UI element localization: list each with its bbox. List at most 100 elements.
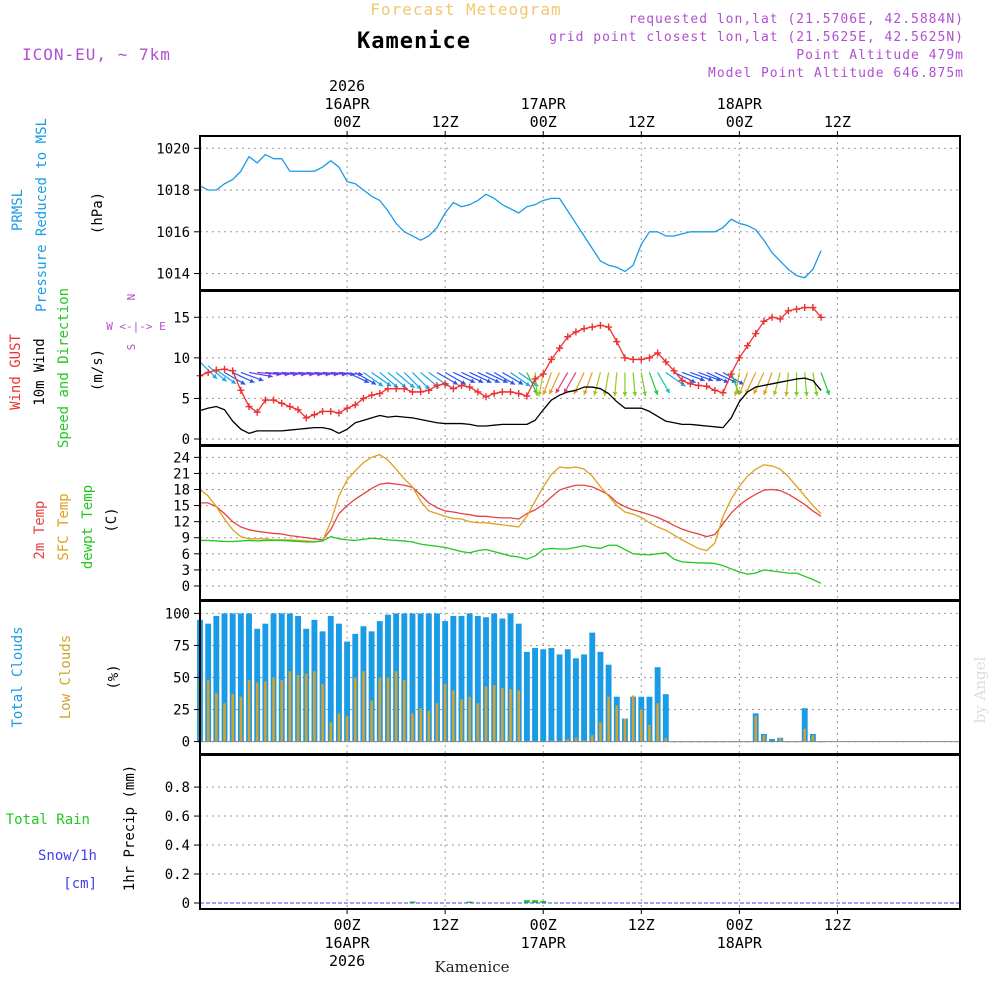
wind-vector-head	[622, 392, 628, 397]
wind-vector-head	[563, 388, 569, 394]
wind-vector-head	[409, 383, 415, 388]
gust-marker	[768, 313, 776, 321]
gust-marker	[596, 321, 604, 329]
low-cloud-bar	[419, 708, 422, 742]
gust-marker	[319, 407, 327, 415]
gust-marker	[384, 385, 392, 393]
low-cloud-bar	[329, 722, 333, 742]
time-label-bottom: 17APR	[521, 934, 567, 952]
y-tick-label: 50	[173, 671, 190, 687]
gust-marker	[572, 328, 580, 336]
gust-marker	[237, 386, 245, 394]
total-cloud-bar	[769, 739, 775, 742]
low-cloud-bar	[476, 703, 480, 742]
total-cloud-bar	[442, 621, 449, 742]
watermark: by Angel	[971, 656, 989, 723]
gust-marker	[498, 388, 506, 396]
total-cloud-bar	[213, 615, 220, 742]
wind-vector-head	[534, 391, 540, 397]
low-cloud-bar	[615, 705, 619, 742]
low-cloud-bar	[566, 739, 570, 742]
total-cloud-bar	[499, 618, 506, 742]
low-cloud-bar	[353, 677, 357, 742]
gust-marker	[449, 385, 457, 393]
gust-marker	[212, 366, 220, 374]
low-cloud-bar	[664, 737, 668, 742]
wind-vector-head	[772, 390, 778, 396]
gust-marker	[556, 344, 564, 352]
gust-marker	[359, 394, 367, 402]
wind-vector-head	[509, 380, 515, 385]
low-cloud-bar	[762, 735, 766, 742]
low-cloud-bar	[313, 671, 316, 742]
p1-label-unit: (hPa)	[90, 192, 106, 234]
y-tick-label: 6	[182, 547, 190, 563]
gust-marker	[458, 381, 466, 389]
wind-vector-head	[699, 376, 705, 382]
wind-vector-head	[690, 378, 696, 383]
gust-marker	[466, 383, 474, 391]
total-cloud-bar	[278, 613, 285, 742]
total-cloud-bar	[597, 651, 604, 742]
low-cloud-bar	[239, 696, 243, 742]
gust-marker	[817, 313, 825, 321]
gust-marker	[433, 381, 441, 389]
point-altitude: Point Altitude 479m	[796, 48, 964, 63]
wind-vector-head	[813, 391, 819, 397]
time-label-bottom: 16APR	[325, 934, 371, 952]
low-cloud-bar	[778, 737, 782, 742]
gust-marker	[645, 354, 653, 362]
low-cloud-bar	[509, 689, 512, 742]
total-cloud-bar	[327, 615, 334, 742]
gust-marker	[507, 388, 515, 396]
time-label-bottom: 12Z	[432, 916, 459, 934]
low-cloud-bar	[206, 680, 210, 742]
gust-marker	[686, 380, 694, 388]
wind-vector-head	[240, 380, 246, 385]
low-cloud-bar	[492, 685, 496, 742]
p1-label-prmsl: PRMSL	[10, 189, 26, 231]
gust-marker	[539, 370, 547, 378]
gust-marker	[368, 391, 376, 399]
compass-we: W <-|-> E	[106, 320, 166, 333]
total-cloud-bar	[344, 641, 351, 742]
wind-vector-head	[804, 391, 809, 397]
p3-label-2m: 2m Temp	[32, 500, 48, 559]
wind-vector-head	[378, 381, 384, 387]
wind-vector-head	[680, 381, 686, 387]
low-cloud-bar	[639, 709, 643, 742]
total-cloud-bar	[491, 613, 498, 742]
low-cloud-bar	[378, 677, 382, 742]
wind-vector-head	[221, 376, 227, 382]
total-cloud-bar	[221, 613, 228, 742]
total-cloud-bar	[409, 613, 416, 742]
y-tick-label: 24	[173, 450, 190, 466]
total-cloud-bar	[229, 613, 236, 742]
wind-vector-head	[593, 390, 598, 396]
p3-label-unit: (C)	[104, 507, 120, 532]
model-label: ICON-EU, ~ 7km	[22, 45, 171, 64]
y-tick-label: 5	[182, 391, 190, 407]
total-cloud-bar	[572, 658, 579, 742]
time-label-bottom: 00Z	[530, 916, 557, 934]
gust-marker	[637, 355, 645, 363]
gust-marker	[376, 390, 384, 398]
low-cloud-bar	[402, 680, 406, 742]
low-cloud-bar	[501, 687, 504, 742]
wind-vector-head	[518, 380, 524, 385]
low-cloud-bar	[803, 728, 807, 742]
low-cloud-bar	[411, 713, 414, 742]
gust-marker	[629, 355, 637, 363]
low-cloud-bar	[550, 740, 553, 742]
total-cloud-bar	[425, 613, 432, 742]
wind-vector-head	[258, 376, 264, 382]
low-cloud-bar	[656, 703, 659, 742]
y-tick-label: 9	[182, 531, 190, 547]
compass-n: N	[125, 294, 138, 301]
temp-2m-line	[200, 482, 822, 541]
low-cloud-bar	[223, 703, 226, 742]
wind-speed-line	[199, 377, 822, 434]
total-cloud-bar	[646, 696, 653, 742]
time-label-top: 12Z	[432, 113, 459, 131]
